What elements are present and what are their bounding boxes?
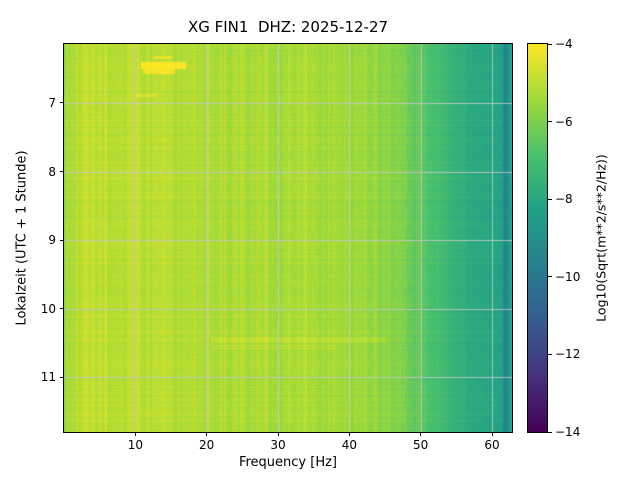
x-tick xyxy=(420,432,422,436)
y-tick-label: 8 xyxy=(48,164,56,179)
colorbar-tick xyxy=(548,276,552,278)
y-tick xyxy=(60,102,64,104)
plot-area xyxy=(63,43,513,433)
colorbar xyxy=(527,43,548,433)
x-tick xyxy=(134,432,136,436)
colorbar-tick-label: −6 xyxy=(555,114,573,129)
x-tick-label: 40 xyxy=(341,438,357,452)
chart-title: XG FIN1 DHZ: 2025-12-27 xyxy=(187,18,389,36)
x-tick xyxy=(206,432,208,436)
y-tick xyxy=(60,308,64,310)
y-tick-label: 9 xyxy=(48,233,56,248)
y-tick-label: 10 xyxy=(40,301,56,316)
x-tick-label: 30 xyxy=(270,438,286,452)
x-tick-label: 10 xyxy=(127,438,143,452)
x-axis-label: Frequency [Hz] xyxy=(238,455,338,470)
colorbar-tick-label: −10 xyxy=(555,269,581,284)
colorbar-canvas xyxy=(528,44,547,432)
y-tick xyxy=(60,376,64,378)
x-tick-label: 20 xyxy=(199,438,215,452)
colorbar-tick-label: −4 xyxy=(555,37,573,51)
y-tick xyxy=(60,171,64,172)
x-tick xyxy=(348,432,350,436)
colorbar-tick xyxy=(548,353,552,355)
x-tick xyxy=(491,432,493,436)
colorbar-label: Log10(Sqrt(m**2/s**2/Hz)) xyxy=(593,154,609,322)
colorbar-tick-label: −14 xyxy=(555,425,581,439)
x-tick xyxy=(277,432,279,436)
colorbar-tick-label: −8 xyxy=(555,192,573,207)
spectrogram-canvas xyxy=(64,44,512,432)
colorbar-tick-label: −12 xyxy=(555,347,581,362)
x-tick-label: 60 xyxy=(484,438,500,452)
y-tick xyxy=(60,239,64,241)
colorbar-tick xyxy=(548,198,552,200)
colorbar-tick xyxy=(548,121,552,123)
colorbar-tick xyxy=(548,43,552,45)
colorbar-tick xyxy=(548,431,552,433)
y-tick-label: 11 xyxy=(40,370,56,385)
y-tick-label: 7 xyxy=(48,95,56,110)
x-tick-label: 50 xyxy=(413,438,429,452)
